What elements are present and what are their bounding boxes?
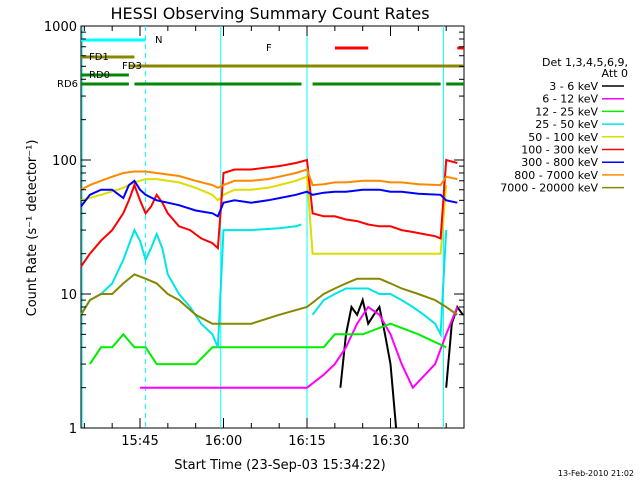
flag-bars: N F FD1 FD3 RD0 RD6 — [57, 35, 464, 90]
y-axis-label: Count Rate (s⁻¹ detector⁻¹) — [25, 140, 40, 317]
y-tick-label: 1000 — [44, 20, 77, 35]
flag-label: FD1 — [89, 52, 109, 63]
x-tick-label: 15:45 — [121, 434, 158, 449]
x-axis-label: Start Time (23-Sep-03 15:34:22) — [174, 458, 385, 473]
footer-stamp: 13-Feb-2010 21:02 — [557, 469, 634, 478]
series-line — [80, 168, 458, 191]
series-line — [80, 179, 458, 218]
series-line — [89, 322, 447, 366]
plot-frame — [80, 25, 465, 429]
legend-entry-label: 300 - 800 keV — [521, 156, 598, 169]
series-line — [80, 175, 448, 255]
legend-entry-label: 12 - 25 keV — [535, 105, 598, 118]
series-line — [140, 305, 459, 390]
legend-entry-label: 50 - 100 keV — [528, 131, 598, 144]
plot-border — [80, 25, 465, 429]
legend-entry-label: 3 - 6 keV — [549, 80, 598, 93]
legend-header: Det 1,3,4,5,6,9, — [542, 56, 628, 69]
flag-label: RD0 — [89, 70, 110, 81]
legend-header: Att 0 — [602, 67, 628, 80]
legend-entry-label: 7000 - 20000 keV — [500, 182, 598, 195]
flag-label: N — [155, 35, 162, 46]
legend-entry-label: 25 - 50 keV — [535, 118, 598, 131]
chart-title: HESSI Observing Summary Count Rates — [110, 4, 429, 23]
series-line — [80, 273, 458, 325]
flag-label: F — [266, 43, 272, 54]
legend-entry-label: 100 - 300 keV — [521, 144, 598, 157]
legend-entry-label: 6 - 12 keV — [542, 93, 598, 106]
axis-ticks: 1 10 100 1000 15:45 16:00 16:15 16:30 — [44, 20, 464, 449]
flag-label: FD3 — [122, 61, 142, 72]
x-tick-label: 16:30 — [372, 434, 409, 449]
series-line — [80, 158, 458, 268]
y-tick-label: 100 — [52, 154, 77, 169]
y-tick-label: 10 — [60, 288, 77, 303]
legend-entry-label: 800 - 7000 keV — [514, 169, 598, 182]
flag-label: RD6 — [57, 79, 78, 90]
series-line — [80, 223, 448, 348]
y-tick-label: 1 — [69, 422, 77, 437]
series-layer — [80, 158, 464, 429]
x-tick-label: 16:00 — [205, 434, 242, 449]
x-tick-label: 16:15 — [288, 434, 325, 449]
